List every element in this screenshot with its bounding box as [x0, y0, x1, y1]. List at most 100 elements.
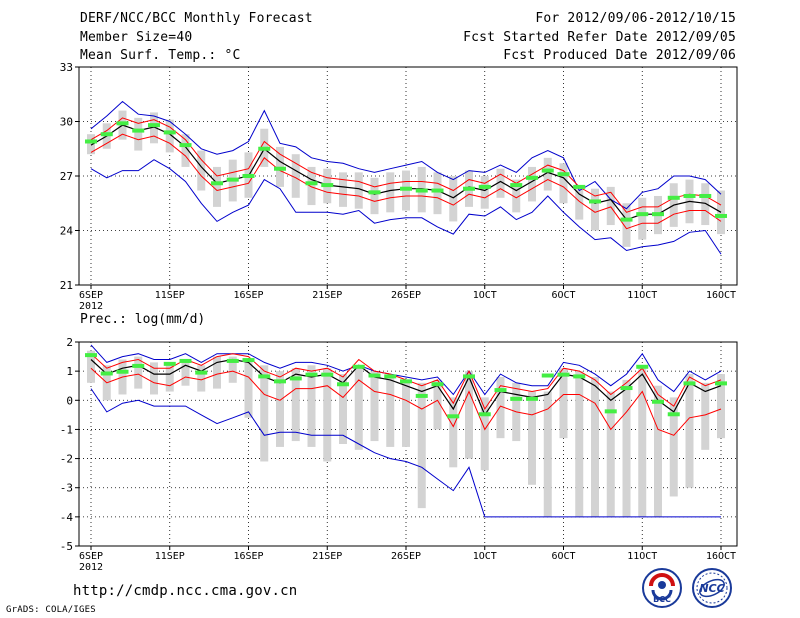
obs-marker [100, 132, 113, 137]
obs-marker [305, 181, 318, 186]
obs-marker [526, 175, 538, 180]
fcst-produced: Fcst Produced Date 2012/09/06 [503, 48, 736, 63]
obs-marker [415, 188, 428, 193]
obs-marker [321, 183, 334, 188]
ensemble-box [575, 185, 584, 220]
ensemble-box [528, 166, 536, 202]
obs-marker [510, 396, 523, 401]
ensemble-box [134, 117, 143, 151]
obs-marker [652, 212, 664, 217]
ensemble-box [701, 382, 710, 450]
ncc-logo-text: NCC [699, 582, 724, 595]
obs-marker [620, 386, 633, 391]
obs-marker [463, 374, 475, 379]
obs-marker [226, 358, 239, 363]
obs-marker [667, 412, 680, 417]
obs-marker [195, 370, 208, 375]
obs-marker [589, 199, 601, 204]
obs-marker [652, 399, 664, 404]
ensemble-box [701, 183, 710, 226]
y-tick-label: -2 [60, 453, 73, 466]
obs-marker [683, 193, 696, 198]
obs-marker [667, 195, 680, 200]
obs-marker [274, 379, 286, 384]
ensemble-box [370, 371, 379, 442]
x-tick-label: 6SEP [79, 290, 103, 301]
series-min-line [90, 159, 722, 255]
ensemble-box [87, 350, 95, 383]
ensemble-box [622, 379, 631, 517]
series-max-line [90, 344, 722, 396]
obs-marker [258, 374, 271, 379]
x-tick-label: 1OCT [473, 551, 497, 562]
obs-marker [100, 371, 113, 376]
ensemble-box [449, 397, 458, 468]
ensemble-box [307, 365, 316, 447]
obs-marker [337, 382, 349, 387]
obs-marker [274, 166, 286, 171]
ensemble-box [480, 397, 489, 471]
obs-marker [557, 172, 570, 177]
ensemble-box [213, 166, 221, 207]
ensemble-box [433, 379, 442, 430]
obs-marker [368, 373, 381, 378]
ensemble-box [638, 365, 647, 517]
obs-marker [541, 373, 554, 378]
obs-marker [116, 369, 129, 374]
forecast-range: For 2012/09/06-2012/10/15 [535, 11, 736, 26]
ensemble-box [606, 186, 615, 226]
obs-marker [384, 374, 397, 379]
obs-marker [163, 130, 176, 135]
x-tick-sublabel: 2012 [79, 301, 103, 312]
bcc-logo: BCC [642, 568, 682, 608]
x-tick-label: 1OCT [473, 290, 497, 301]
ensemble-box [307, 166, 316, 206]
ensemble-box [402, 379, 410, 447]
ensemble-box [717, 374, 725, 439]
plot-frame [78, 341, 738, 547]
ensemble-box [244, 359, 253, 418]
ensemble-box [165, 119, 174, 153]
ensemble-box [622, 203, 631, 247]
y-tick-label: 1 [66, 365, 73, 378]
ensemble-box [575, 371, 584, 517]
ensemble-box [685, 374, 694, 488]
ensemble-box [323, 368, 332, 462]
obs-marker [478, 412, 491, 417]
ensemble-box [181, 134, 190, 167]
x-tick-label: 11SEP [155, 290, 185, 301]
y-tick-label: 2 [66, 336, 73, 349]
ensemble-box [417, 382, 426, 509]
ensemble-box [165, 362, 174, 392]
series-upper-spread-line [90, 117, 722, 213]
x-tick-label: 11OCT [627, 290, 657, 301]
ensemble-box [512, 179, 521, 213]
x-tick-label: 16SEP [233, 290, 263, 301]
obs-marker [352, 364, 365, 369]
obs-marker [289, 376, 302, 381]
ensemble-box [543, 157, 552, 191]
chart-title: DERF/NCC/BCC Monthly Forecast [80, 11, 313, 26]
ensemble-box [591, 188, 599, 231]
obs-marker [258, 146, 271, 151]
ensemble-box [606, 391, 615, 517]
panel-title: Prec.: log(mm/d) [80, 312, 205, 327]
obs-marker [116, 121, 129, 126]
ensemble-box [181, 359, 190, 386]
obs-marker [179, 358, 192, 363]
obs-marker [242, 174, 255, 178]
obs-marker [620, 217, 633, 222]
series-max-line [90, 100, 722, 210]
obs-marker [478, 184, 491, 189]
obs-marker [715, 381, 727, 386]
source-url[interactable]: http://cmdp.ncc.cma.gov.cn [73, 583, 298, 599]
ensemble-box [87, 134, 95, 155]
ensemble-box [717, 190, 725, 235]
ensemble-box [213, 356, 221, 389]
member-size: Member Size=40 [80, 30, 193, 45]
ensemble-box [228, 356, 237, 383]
ensemble-box [354, 365, 363, 450]
ensemble-box [433, 172, 442, 215]
ensemble-box [150, 362, 158, 395]
